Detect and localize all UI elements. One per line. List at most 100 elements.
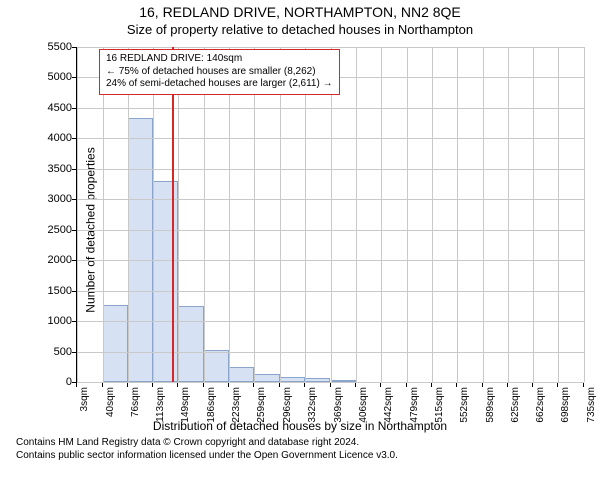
annotation-line2: ← 75% of detached houses are smaller (8,… bbox=[106, 66, 333, 79]
gridline-v bbox=[356, 47, 357, 382]
y-tick-mark bbox=[72, 352, 76, 353]
y-tick-mark bbox=[72, 260, 76, 261]
x-tick-mark bbox=[431, 383, 432, 387]
x-tick-mark bbox=[127, 383, 128, 387]
annotation-line1: 16 REDLAND DRIVE: 140sqm bbox=[106, 53, 333, 66]
gridline-v bbox=[331, 47, 332, 382]
x-tick-label: 40sqm bbox=[105, 387, 116, 417]
x-tick-mark bbox=[380, 383, 381, 387]
x-tick-label: 259sqm bbox=[256, 387, 267, 423]
gridline-v bbox=[128, 47, 129, 382]
gridline-v bbox=[280, 47, 281, 382]
x-tick-mark bbox=[507, 383, 508, 387]
page-title: 16, REDLAND DRIVE, NORTHAMPTON, NN2 8QE bbox=[0, 4, 600, 20]
histogram-bar bbox=[204, 350, 230, 382]
x-tick-label: 698sqm bbox=[560, 387, 571, 423]
x-tick-label: 332sqm bbox=[307, 387, 318, 423]
x-tick-mark bbox=[177, 383, 178, 387]
gridline-v bbox=[77, 47, 78, 382]
y-tick-label: 3500 bbox=[32, 163, 72, 175]
x-tick-mark bbox=[304, 383, 305, 387]
footer-line-1: Contains HM Land Registry data © Crown c… bbox=[16, 437, 584, 450]
y-tick-mark bbox=[72, 138, 76, 139]
y-tick-label: 2000 bbox=[32, 254, 72, 266]
y-tick-label: 4000 bbox=[32, 132, 72, 144]
x-tick-mark bbox=[102, 383, 103, 387]
x-tick-label: 589sqm bbox=[485, 387, 496, 423]
x-tick-label: 479sqm bbox=[409, 387, 420, 423]
annotation-line3: 24% of semi-detached houses are larger (… bbox=[106, 78, 333, 91]
gridline-v bbox=[254, 47, 255, 382]
y-tick-mark bbox=[72, 291, 76, 292]
gridline-v bbox=[508, 47, 509, 382]
x-tick-mark bbox=[532, 383, 533, 387]
gridline-v bbox=[584, 47, 585, 382]
y-tick-mark bbox=[72, 77, 76, 78]
x-tick-mark bbox=[152, 383, 153, 387]
gridline-v bbox=[558, 47, 559, 382]
x-tick-mark bbox=[557, 383, 558, 387]
page-subtitle: Size of property relative to detached ho… bbox=[0, 22, 600, 37]
gridline-v bbox=[103, 47, 104, 382]
x-tick-label: 662sqm bbox=[535, 387, 546, 423]
gridline-v bbox=[407, 47, 408, 382]
x-tick-label: 625sqm bbox=[510, 387, 521, 423]
x-tick-label: 223sqm bbox=[231, 387, 242, 423]
x-tick-label: 406sqm bbox=[358, 387, 369, 423]
x-tick-label: 369sqm bbox=[333, 387, 344, 423]
histogram-bar bbox=[254, 374, 280, 382]
gridline-v bbox=[533, 47, 534, 382]
x-tick-mark bbox=[456, 383, 457, 387]
x-tick-label: 442sqm bbox=[383, 387, 394, 423]
gridline-v bbox=[204, 47, 205, 382]
footer-line-2: Contains public sector information licen… bbox=[16, 450, 584, 463]
x-tick-mark bbox=[253, 383, 254, 387]
y-tick-mark bbox=[72, 321, 76, 322]
histogram-bar bbox=[103, 305, 128, 382]
annotation-box: 16 REDLAND DRIVE: 140sqm ← 75% of detach… bbox=[99, 49, 340, 95]
x-tick-label: 113sqm bbox=[155, 387, 166, 422]
x-tick-label: 735sqm bbox=[586, 387, 597, 423]
x-tick-label: 149sqm bbox=[180, 387, 191, 423]
x-tick-mark bbox=[279, 383, 280, 387]
x-tick-mark bbox=[355, 383, 356, 387]
x-tick-label: 552sqm bbox=[459, 387, 470, 423]
gridline-v bbox=[153, 47, 154, 382]
y-tick-label: 2500 bbox=[32, 224, 72, 236]
y-tick-mark bbox=[72, 230, 76, 231]
y-tick-label: 5000 bbox=[32, 71, 72, 83]
y-tick-label: 500 bbox=[32, 346, 72, 358]
x-tick-mark bbox=[228, 383, 229, 387]
y-tick-mark bbox=[72, 47, 76, 48]
x-tick-mark bbox=[330, 383, 331, 387]
x-tick-label: 3sqm bbox=[79, 387, 90, 411]
x-tick-mark bbox=[203, 383, 204, 387]
x-tick-label: 296sqm bbox=[282, 387, 293, 423]
gridline-v bbox=[305, 47, 306, 382]
gridline-v bbox=[457, 47, 458, 382]
x-tick-mark bbox=[76, 383, 77, 387]
plot-area: 16 REDLAND DRIVE: 140sqm ← 75% of detach… bbox=[76, 47, 584, 383]
y-tick-mark bbox=[72, 108, 76, 109]
gridline-v bbox=[229, 47, 230, 382]
x-tick-mark bbox=[406, 383, 407, 387]
y-tick-label: 1000 bbox=[32, 315, 72, 327]
x-tick-label: 76sqm bbox=[130, 387, 141, 417]
histogram-bar bbox=[128, 118, 154, 382]
chart: Number of detached properties 16 REDLAND… bbox=[56, 41, 588, 419]
gridline-v bbox=[381, 47, 382, 382]
gridline-v bbox=[178, 47, 179, 382]
x-tick-mark bbox=[583, 383, 584, 387]
gridline-v bbox=[432, 47, 433, 382]
histogram-bar bbox=[178, 306, 204, 382]
x-tick-label: 515sqm bbox=[434, 387, 445, 423]
x-tick-mark bbox=[482, 383, 483, 387]
y-tick-label: 3000 bbox=[32, 193, 72, 205]
y-tick-label: 5500 bbox=[32, 41, 72, 53]
histogram-bar bbox=[229, 367, 254, 382]
y-tick-label: 4500 bbox=[32, 102, 72, 114]
y-tick-mark bbox=[72, 169, 76, 170]
x-tick-label: 186sqm bbox=[206, 387, 217, 423]
gridline-v bbox=[483, 47, 484, 382]
y-tick-mark bbox=[72, 199, 76, 200]
